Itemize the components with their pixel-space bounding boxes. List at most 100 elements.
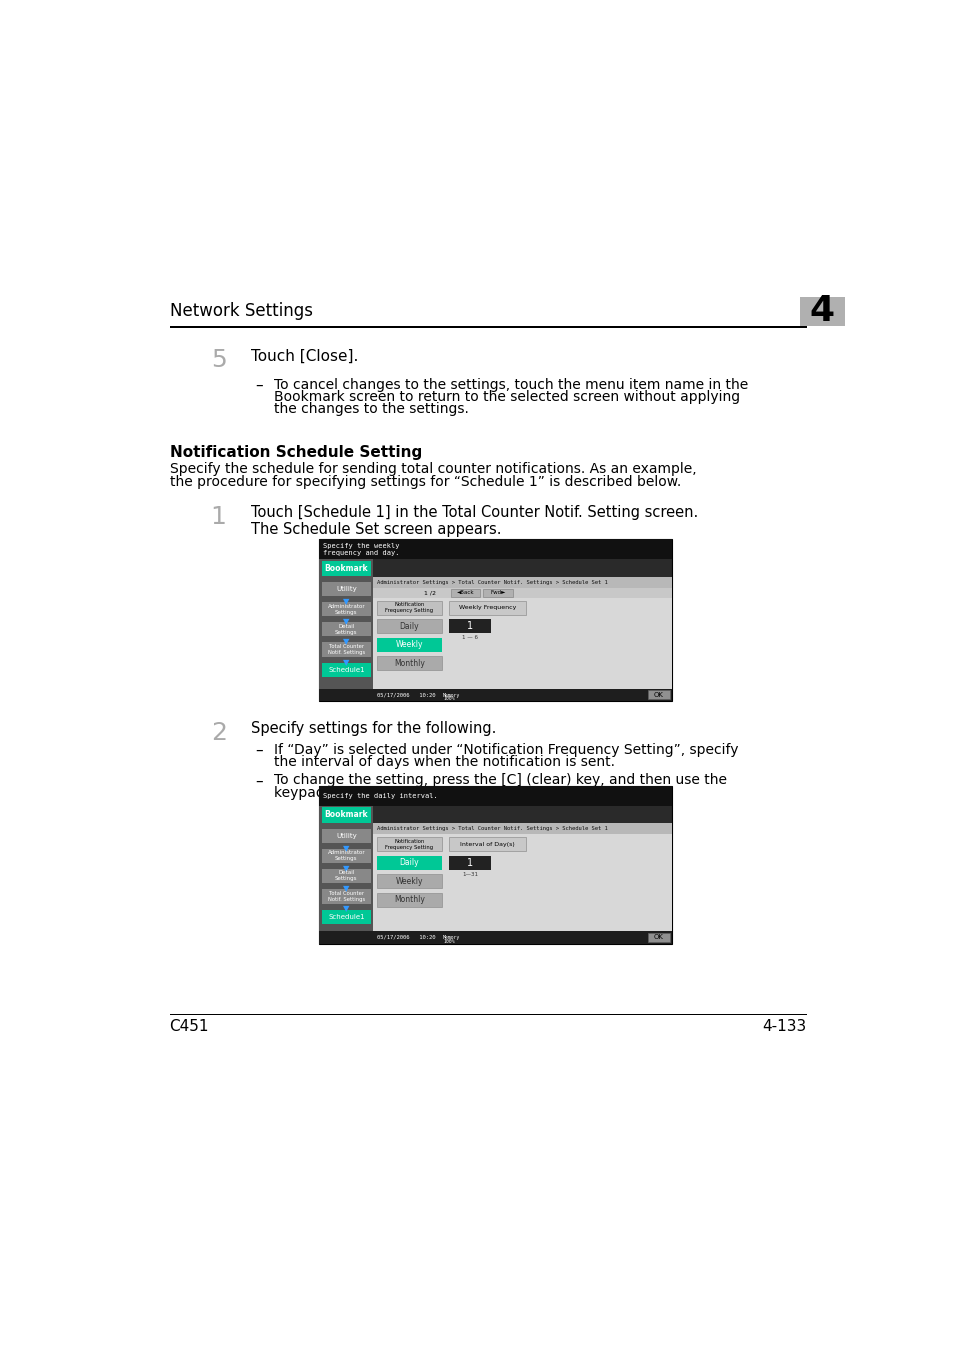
Bar xyxy=(321,807,371,822)
Text: –: – xyxy=(254,378,262,393)
Text: 1: 1 xyxy=(466,857,473,868)
Text: Administrator Settings > Total Counter Notif. Settings > Schedule Set 1: Administrator Settings > Total Counter N… xyxy=(376,580,607,585)
Bar xyxy=(376,656,442,670)
Text: C451: C451 xyxy=(170,1019,209,1034)
Text: –: – xyxy=(254,774,262,788)
Bar xyxy=(321,622,371,636)
Text: Specify settings for the following.: Specify settings for the following. xyxy=(251,721,496,736)
Text: OK: OK xyxy=(653,691,663,698)
Text: Touch [Close].: Touch [Close]. xyxy=(251,348,358,363)
Text: 4: 4 xyxy=(809,294,834,328)
Text: Bookmark: Bookmark xyxy=(324,564,368,572)
Text: Administrator
Settings: Administrator Settings xyxy=(327,850,365,861)
Text: 1: 1 xyxy=(466,621,473,632)
Bar xyxy=(647,933,669,942)
Bar xyxy=(376,875,442,888)
Bar xyxy=(373,576,671,587)
Text: ◄Back: ◄Back xyxy=(456,590,474,595)
Text: Bookmark: Bookmark xyxy=(324,810,368,819)
Text: 1—31: 1—31 xyxy=(461,872,477,876)
Bar xyxy=(321,829,371,842)
Text: ▼: ▼ xyxy=(343,884,349,892)
Bar xyxy=(376,620,442,633)
Bar xyxy=(319,786,671,806)
Text: ▼: ▼ xyxy=(343,904,349,914)
Text: Specify the schedule for sending total counter notifications. As an example,: Specify the schedule for sending total c… xyxy=(170,462,696,477)
Text: Administrator Settings > Total Counter Notif. Settings > Schedule Set 1: Administrator Settings > Total Counter N… xyxy=(376,826,607,832)
Text: 100%: 100% xyxy=(443,940,455,944)
Bar xyxy=(319,539,671,559)
Text: ▼: ▼ xyxy=(343,617,349,626)
Bar xyxy=(376,637,442,652)
Text: Weekly: Weekly xyxy=(395,876,423,886)
Bar xyxy=(373,598,671,688)
Text: Specify the weekly
frequency and day.: Specify the weekly frequency and day. xyxy=(323,543,399,556)
Text: Notification
Frequency Setting: Notification Frequency Setting xyxy=(385,838,433,849)
Bar xyxy=(321,663,371,678)
Text: Network Settings: Network Settings xyxy=(170,302,313,320)
Bar xyxy=(321,888,371,903)
Bar xyxy=(321,582,371,597)
Bar xyxy=(799,297,843,325)
Bar xyxy=(376,601,442,614)
Bar xyxy=(376,892,442,907)
Bar xyxy=(483,589,513,597)
Text: Fwd►: Fwd► xyxy=(490,590,505,595)
Text: 4-133: 4-133 xyxy=(761,1019,806,1034)
Bar xyxy=(373,824,671,834)
Text: Specify the daily interval.: Specify the daily interval. xyxy=(323,792,437,799)
Bar xyxy=(321,560,371,576)
Bar xyxy=(319,688,671,701)
Bar xyxy=(321,849,371,863)
Text: Total Counter
Notif. Settings: Total Counter Notif. Settings xyxy=(328,891,365,902)
Text: –: – xyxy=(254,743,262,757)
Text: Daily: Daily xyxy=(399,622,419,630)
Bar xyxy=(373,587,671,598)
Text: ▼: ▼ xyxy=(343,844,349,853)
Bar xyxy=(321,869,371,883)
Text: Schedule1: Schedule1 xyxy=(328,914,364,919)
Bar xyxy=(321,643,371,657)
Text: The Schedule Set screen appears.: The Schedule Set screen appears. xyxy=(251,521,501,536)
Text: Daily: Daily xyxy=(399,859,419,867)
Text: Total Counter
Notif. Settings: Total Counter Notif. Settings xyxy=(328,644,365,655)
Text: Weekly: Weekly xyxy=(395,640,423,649)
Text: Detail
Settings: Detail Settings xyxy=(335,624,357,634)
Text: OK: OK xyxy=(653,934,663,941)
Text: Weekly Frequency: Weekly Frequency xyxy=(458,605,516,610)
Bar xyxy=(451,589,480,597)
Bar xyxy=(448,837,525,850)
Bar xyxy=(448,856,491,869)
Text: keypad to type in the desired value. (Range: 1 to 31): keypad to type in the desired value. (Ra… xyxy=(274,786,642,799)
Text: 05/17/2006   10:20: 05/17/2006 10:20 xyxy=(376,936,435,940)
Text: 2: 2 xyxy=(211,721,227,745)
Bar xyxy=(319,539,671,701)
Text: Bookmark screen to return to the selected screen without applying: Bookmark screen to return to the selecte… xyxy=(274,390,740,404)
Text: 1 /2: 1 /2 xyxy=(423,590,436,595)
Bar xyxy=(319,559,373,688)
Text: ▼: ▼ xyxy=(343,637,349,647)
Text: Memory: Memory xyxy=(443,693,460,698)
Text: ▼: ▼ xyxy=(343,864,349,872)
Text: ▼: ▼ xyxy=(343,597,349,606)
Text: Touch [Schedule 1] in the Total Counter Notif. Setting screen.: Touch [Schedule 1] in the Total Counter … xyxy=(251,505,698,520)
Bar xyxy=(319,786,671,944)
Text: Utility: Utility xyxy=(335,586,356,593)
Text: Detail
Settings: Detail Settings xyxy=(335,871,357,882)
Text: 05/17/2006   10:20: 05/17/2006 10:20 xyxy=(376,693,435,698)
Bar xyxy=(376,856,442,869)
Text: To cancel changes to the settings, touch the menu item name in the: To cancel changes to the settings, touch… xyxy=(274,378,748,392)
Bar xyxy=(319,931,671,944)
Bar xyxy=(376,837,442,850)
Text: the procedure for specifying settings for “Schedule 1” is described below.: the procedure for specifying settings fo… xyxy=(170,475,680,489)
Bar xyxy=(448,620,491,633)
Text: Schedule1: Schedule1 xyxy=(328,667,364,674)
Bar xyxy=(321,602,371,617)
Bar xyxy=(373,834,671,931)
Bar xyxy=(647,690,669,699)
Text: the interval of days when the notification is sent.: the interval of days when the notificati… xyxy=(274,755,615,770)
Bar xyxy=(321,910,371,923)
Text: Utility: Utility xyxy=(335,833,356,838)
Text: Monthly: Monthly xyxy=(394,659,424,668)
Text: To change the setting, press the [C] (clear) key, and then use the: To change the setting, press the [C] (cl… xyxy=(274,774,726,787)
